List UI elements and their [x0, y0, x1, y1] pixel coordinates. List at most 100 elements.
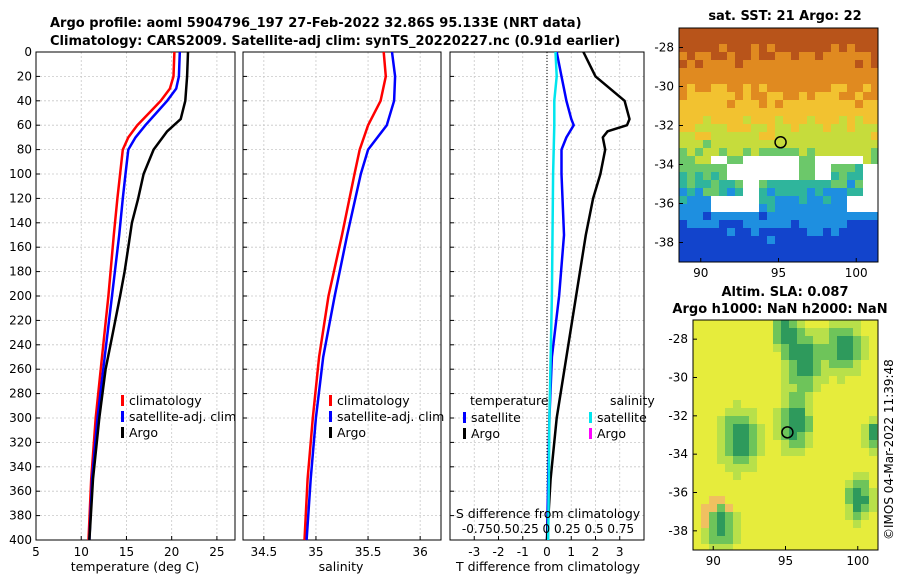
sla-cell	[805, 472, 813, 480]
sla-cell	[861, 512, 869, 520]
sst-cell	[687, 68, 695, 76]
sst-cell	[695, 148, 703, 156]
x-tick-label: 2	[592, 545, 600, 559]
sla-cell	[757, 496, 765, 504]
sla-cell	[773, 544, 781, 550]
sst-cell	[847, 204, 855, 212]
sst-cell	[767, 148, 775, 156]
sst-cell	[711, 156, 719, 164]
sla-cell	[725, 512, 733, 520]
sst-cell	[807, 108, 815, 116]
sst-cell	[735, 212, 743, 220]
sla-cell	[861, 520, 869, 528]
sla-cell	[781, 440, 789, 448]
sla-cell	[845, 536, 853, 544]
sst-cell	[687, 52, 695, 60]
sla-cell	[741, 424, 749, 432]
sla-cell	[797, 408, 805, 416]
sst-cell	[751, 44, 759, 52]
sst-cell	[727, 100, 735, 108]
sla-cell	[869, 360, 877, 368]
temperature-line-satelliteadjclim	[88, 51, 182, 541]
sst-cell	[847, 156, 855, 164]
sst-cell	[807, 148, 815, 156]
sla-cell	[821, 448, 829, 456]
y-tick-label: 180	[9, 265, 32, 279]
sst-cell	[727, 252, 735, 260]
sla-cell	[829, 496, 837, 504]
sst-cell	[863, 132, 871, 140]
sla-cell	[805, 400, 813, 408]
sst-cell	[823, 44, 831, 52]
sst-cell	[863, 252, 871, 260]
sla-cell	[805, 408, 813, 416]
sla-cell	[781, 408, 789, 416]
sst-cell	[855, 244, 863, 252]
sla-cell	[701, 464, 709, 472]
sst-cell	[815, 36, 823, 44]
sla-cell	[845, 320, 853, 328]
sst-cell	[831, 220, 839, 228]
sla-cell	[717, 544, 725, 550]
sst-cell	[703, 220, 711, 228]
sst-cell	[775, 156, 783, 164]
sla-cell	[861, 336, 869, 344]
sla-cell	[853, 544, 861, 550]
sst-cell	[783, 36, 791, 44]
sst-cell	[815, 228, 823, 236]
sst-cell	[831, 244, 839, 252]
sla-cell	[797, 328, 805, 336]
sst-cell	[815, 156, 823, 164]
sst-cell	[703, 252, 711, 260]
sst-cell	[775, 44, 783, 52]
sst-cell	[799, 108, 807, 116]
salinity-line-climatology	[303, 51, 388, 541]
sst-cell	[807, 156, 815, 164]
sst-cell	[679, 212, 687, 220]
sla-cell	[773, 336, 781, 344]
sla-cell	[709, 360, 717, 368]
sst-cell	[791, 60, 799, 68]
sla-cell	[717, 416, 725, 424]
sst-cell	[711, 60, 719, 68]
sla-cell	[853, 432, 861, 440]
sla-cell	[853, 416, 861, 424]
sla-cell	[741, 328, 749, 336]
imos-watermark: ©IMOS 04-Mar-2022 11:39:48	[882, 359, 896, 540]
sla-cell	[709, 480, 717, 488]
sst-cell	[743, 164, 751, 172]
y-tick-label: 300	[9, 411, 32, 425]
sst-y-tick-label: -28	[654, 41, 674, 55]
sla-cell	[781, 456, 789, 464]
sla-cell	[845, 528, 853, 536]
sla-cell	[861, 400, 869, 408]
sla-cell	[701, 400, 709, 408]
sla-cell	[741, 408, 749, 416]
sst-cell	[703, 92, 711, 100]
sla-cell	[773, 400, 781, 408]
sst-cell	[871, 44, 878, 52]
sst-cell	[839, 68, 847, 76]
sst-cell	[703, 204, 711, 212]
sst-cell	[767, 92, 775, 100]
sla-cell	[869, 448, 877, 456]
sst-cell	[863, 44, 871, 52]
sst-cell	[815, 236, 823, 244]
sla-cell	[749, 464, 757, 472]
sla-cell	[861, 440, 869, 448]
sst-cell	[759, 172, 767, 180]
sla-cell	[693, 480, 701, 488]
sst-cell	[847, 260, 855, 262]
sla-cell	[733, 456, 741, 464]
sla-cell	[733, 488, 741, 496]
sst-cell	[807, 260, 815, 262]
title-line-2: Climatology: CARS2009. Satellite-adj cli…	[50, 34, 620, 49]
sla-cell	[693, 408, 701, 416]
sst-cell	[839, 244, 847, 252]
sla-cell	[789, 424, 797, 432]
sla-cell	[725, 448, 733, 456]
sla-cell	[725, 432, 733, 440]
sla-cell	[725, 528, 733, 536]
sla-cell	[701, 368, 709, 376]
